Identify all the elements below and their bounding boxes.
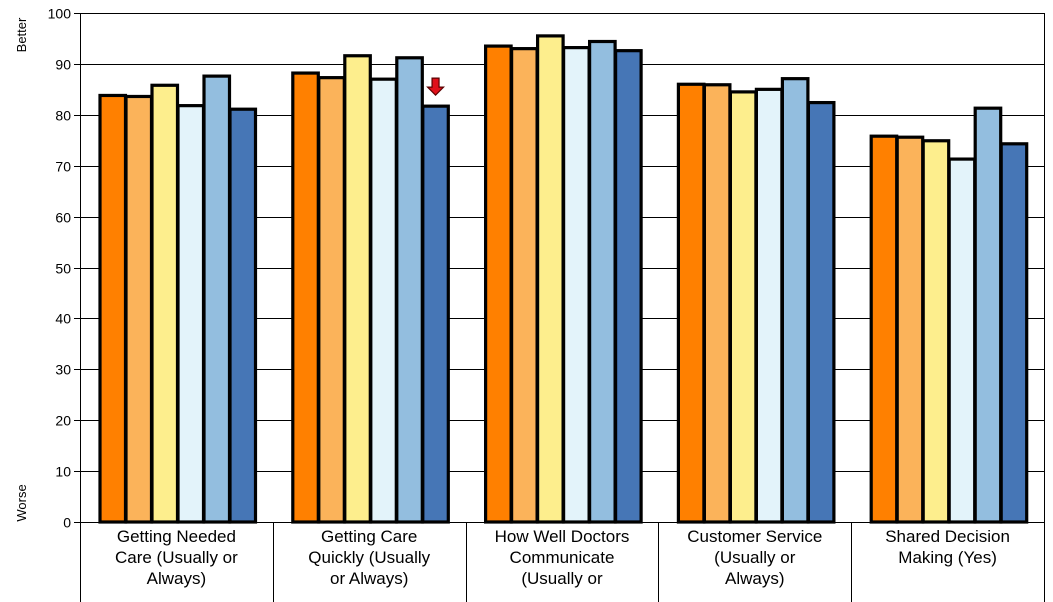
- bar: [895, 135, 925, 524]
- y-tick-label: 70: [55, 159, 71, 175]
- y-tick-label: 100: [48, 6, 72, 22]
- down-arrow-icon: [426, 77, 445, 96]
- bar: [510, 47, 539, 524]
- bar: [176, 104, 206, 524]
- bar: [676, 82, 706, 524]
- bar: [343, 54, 372, 524]
- y-tick-label: 90: [55, 57, 71, 73]
- bar: [124, 94, 154, 524]
- bar: [587, 39, 617, 524]
- bar: [395, 56, 424, 524]
- x-category-label: Shared Decision Making (Yes): [885, 527, 1010, 567]
- y-tick-label: 10: [55, 464, 71, 480]
- y-label-worse: Worse: [14, 484, 29, 521]
- bar: [921, 139, 951, 524]
- bar: [421, 104, 450, 524]
- axes: 0 10 20 30 40 50 60 70 80 90 100: [48, 6, 1045, 602]
- bars: [98, 34, 1029, 524]
- bar: [98, 93, 128, 524]
- bar: [369, 77, 398, 524]
- bar: [973, 106, 1003, 524]
- bar: [561, 46, 591, 524]
- x-category-label: Getting Needed Care (Usually or Always): [114, 527, 238, 588]
- y-tick-label: 20: [55, 413, 71, 429]
- y-tick-label: 0: [63, 515, 71, 531]
- bar: [484, 44, 513, 524]
- bar: [754, 87, 784, 524]
- bar: [780, 77, 810, 524]
- y-tick-label: 50: [55, 261, 71, 277]
- x-category-label: Customer Service (Usually or Always): [687, 527, 823, 588]
- bar: [947, 157, 977, 524]
- bar: [869, 134, 899, 524]
- bar: [535, 34, 565, 524]
- bar: [999, 142, 1029, 524]
- bar: [291, 71, 320, 524]
- y-tick-label: 60: [55, 210, 71, 226]
- y-tick-label: 80: [55, 108, 71, 124]
- bar: [228, 107, 258, 524]
- plot-frame: [80, 13, 1045, 523]
- bar: [150, 83, 180, 524]
- x-category-label: Getting Care Quickly (Usually or Always): [308, 527, 431, 588]
- y-tick-label: 40: [55, 311, 71, 327]
- bar: [202, 74, 232, 524]
- y-tick-label: 30: [55, 362, 71, 378]
- bar: [806, 100, 836, 524]
- bar: [702, 83, 732, 524]
- bar: [613, 49, 643, 524]
- y-label-better: Better: [14, 17, 29, 52]
- annotations: [426, 77, 445, 96]
- bar: [728, 90, 758, 524]
- x-category-label: How Well Doctors Communicate (Usually or: [494, 527, 630, 588]
- bar: [317, 76, 346, 524]
